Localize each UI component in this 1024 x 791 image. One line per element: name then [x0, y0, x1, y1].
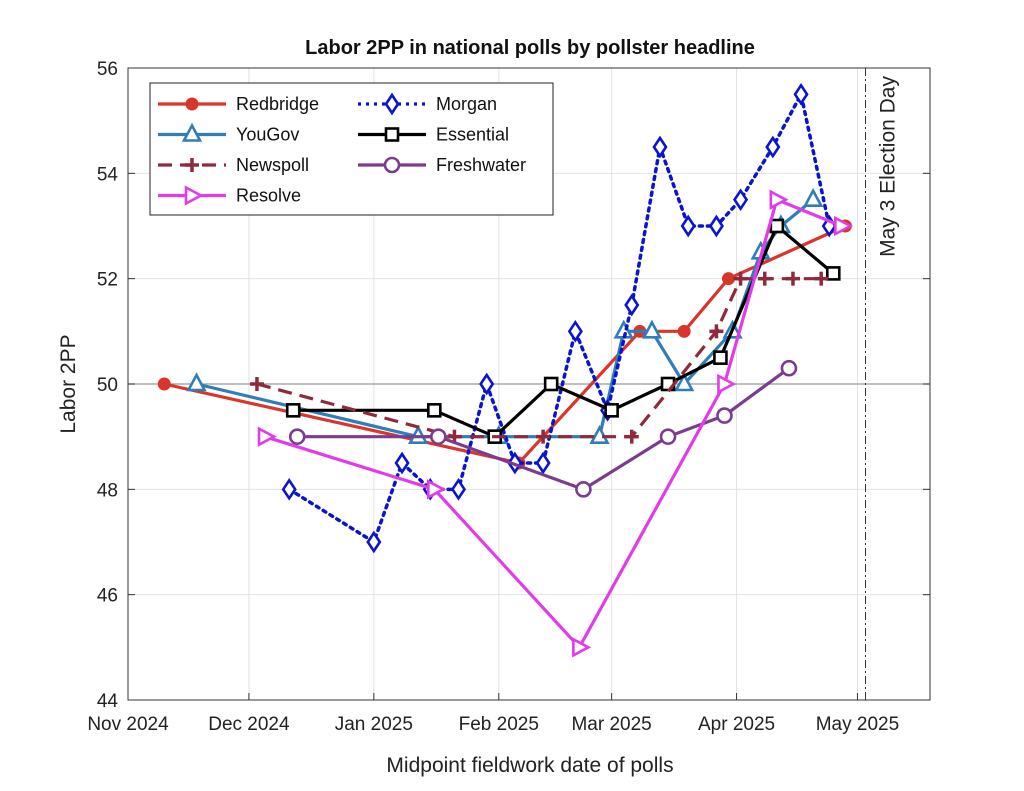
y-tick-label: 50	[97, 375, 118, 396]
series-line	[196, 198, 815, 439]
legend-item-redbridge: Redbridge	[158, 94, 319, 114]
marker-circle	[157, 377, 171, 391]
marker-triangle	[257, 426, 277, 447]
x-tick-label: Jan 2025	[335, 714, 413, 735]
x-axis-label: Midpoint fieldwork date of polls	[386, 754, 673, 777]
marker-circle	[383, 156, 401, 174]
x-tick-label: Mar 2025	[571, 714, 651, 735]
series-newspoll	[249, 271, 829, 444]
series-line	[163, 224, 847, 465]
election-day-label: May 3 Election Day	[877, 76, 900, 257]
marker-diamond	[535, 451, 551, 475]
legend-label: Newspoll	[236, 155, 309, 175]
x-tick-label: Feb 2025	[459, 714, 539, 735]
legend: Redbridge Morgan YouGov Essential Newspoll Fr…	[149, 82, 554, 216]
y-tick-label: 54	[97, 164, 119, 185]
y-tick-label: 44	[97, 691, 119, 712]
series-layer	[157, 82, 854, 658]
series-line	[264, 197, 842, 651]
marker-circle	[185, 97, 199, 111]
marker-triangle	[186, 372, 207, 392]
marker-diamond	[567, 319, 583, 343]
legend-label: Essential	[436, 125, 509, 145]
series-freshwater	[288, 359, 798, 498]
marker-triangle	[572, 637, 592, 658]
x-tick-label: Apr 2025	[698, 714, 775, 735]
marker-diamond	[479, 372, 495, 396]
x-tick-label: May 2025	[816, 714, 899, 735]
marker-triangle	[717, 373, 737, 395]
legend-item-essential: Essential	[358, 125, 509, 145]
marker-square	[384, 127, 400, 142]
legend-item-resolve: Resolve	[158, 185, 301, 206]
marker-diamond	[394, 451, 410, 475]
marker-circle	[721, 272, 735, 286]
marker-diamond	[450, 477, 467, 501]
marker-square	[604, 403, 619, 418]
marker-diamond	[680, 214, 696, 238]
marker-square	[713, 350, 728, 365]
marker-square	[426, 403, 442, 418]
marker-circle	[677, 324, 691, 338]
marker-triangle	[834, 215, 854, 237]
marker-square	[543, 376, 559, 392]
marker-diamond	[708, 214, 724, 238]
legend-label: Resolve	[236, 186, 301, 206]
marker-triangle	[426, 479, 447, 500]
legend-label: Freshwater	[436, 155, 526, 175]
marker-diamond	[281, 477, 297, 501]
series-line	[297, 366, 790, 492]
y-tick-label: 48	[97, 480, 118, 501]
legend-item-newspoll: Newspoll	[158, 155, 309, 175]
marker-diamond	[366, 530, 382, 554]
legend-label: YouGov	[236, 125, 299, 145]
marker-triangle	[184, 185, 204, 206]
legend-item-morgan: Morgan	[358, 92, 497, 116]
marker-diamond	[793, 82, 809, 106]
marker-triangle	[802, 187, 824, 207]
marker-circle	[659, 428, 677, 445]
marker-circle	[430, 428, 447, 445]
y-tick-label: 56	[97, 59, 118, 80]
marker-diamond	[384, 92, 400, 116]
x-tick-label: Dec 2024	[208, 714, 290, 735]
marker-square	[285, 403, 301, 418]
legend-item-freshwater: Freshwater	[358, 155, 526, 175]
series-resolve	[257, 189, 854, 658]
marker-diamond	[652, 135, 668, 159]
marker-circle	[288, 428, 306, 445]
marker-circle	[780, 359, 798, 377]
legend-label: Redbridge	[236, 94, 319, 114]
marker-triangle	[181, 122, 203, 142]
marker-triangle	[673, 372, 695, 392]
marker-triangle	[769, 189, 789, 210]
marker-diamond	[765, 135, 781, 159]
marker-square	[769, 218, 785, 234]
marker-triangle	[641, 319, 663, 339]
marker-circle	[716, 407, 733, 424]
x-tick-label: Nov 2024	[87, 714, 169, 735]
legend-label: Morgan	[436, 94, 497, 114]
plot-frame	[127, 67, 931, 701]
marker-square	[825, 266, 841, 281]
legend-item-yougov: YouGov	[158, 122, 299, 145]
axis-ticks: Nov 2024 Dec 2024 Jan 2025 Feb 2025 Mar 2025…	[87, 59, 930, 735]
y-axis-label: Labor 2PP	[57, 334, 80, 433]
marker-diamond	[624, 293, 640, 317]
chart-title: Labor 2PP in national polls by pollster …	[305, 37, 755, 59]
marker-circle	[575, 481, 592, 498]
marker-diamond	[733, 188, 749, 212]
series-yougov	[186, 187, 824, 444]
y-tick-label: 46	[97, 586, 118, 607]
y-tick-label: 52	[97, 270, 118, 291]
